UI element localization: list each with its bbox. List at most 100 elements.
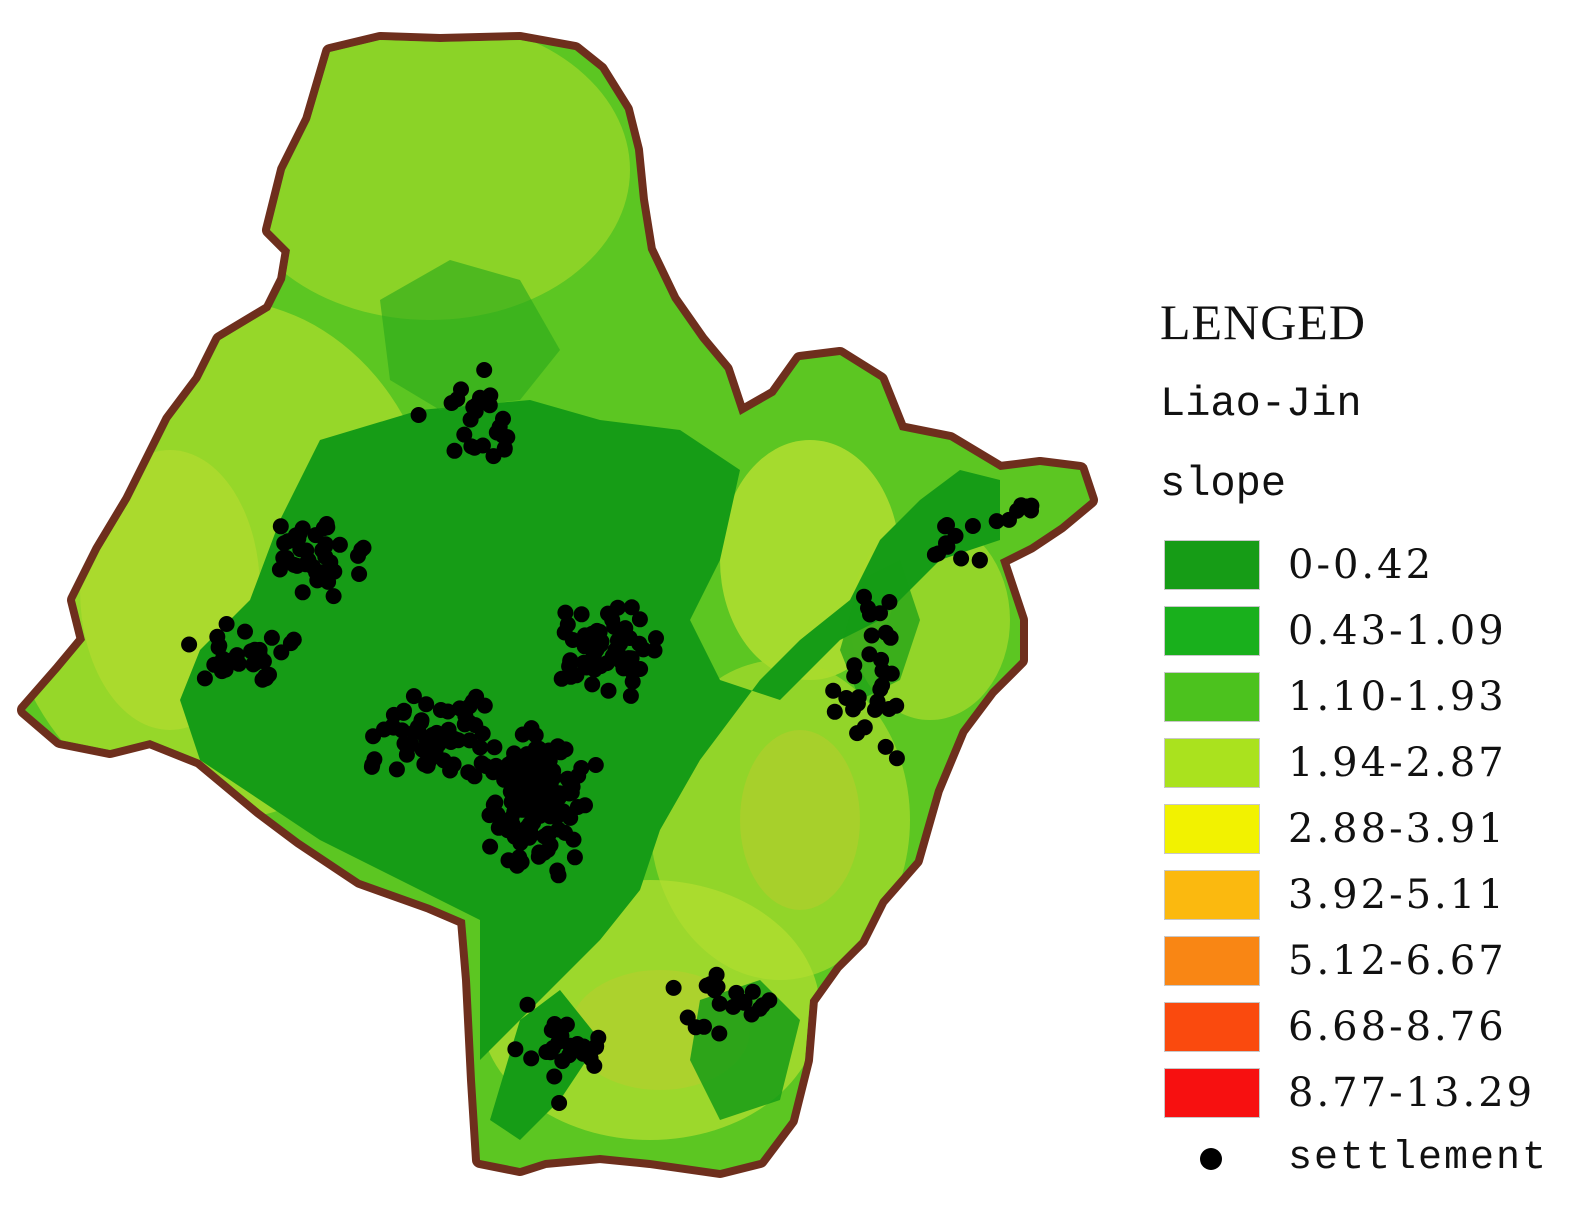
settlement-point bbox=[530, 848, 547, 865]
legend-settlement-row: settlement bbox=[1160, 1126, 1570, 1192]
settlement-point bbox=[604, 611, 621, 628]
settlement-point bbox=[237, 623, 253, 640]
settlement-point bbox=[744, 983, 761, 1000]
settlement-point bbox=[549, 862, 566, 879]
settlement-point bbox=[498, 765, 515, 782]
legend-class-row: 5.12-6.67 bbox=[1160, 928, 1570, 994]
legend-swatch bbox=[1164, 672, 1260, 722]
settlement-point bbox=[325, 588, 342, 605]
settlement-point bbox=[482, 387, 499, 404]
settlement-point bbox=[318, 516, 335, 532]
settlement-point bbox=[517, 754, 534, 771]
settlement-point bbox=[351, 566, 368, 582]
legend-swatch bbox=[1164, 738, 1260, 788]
settlement-point bbox=[557, 741, 574, 758]
settlement-point bbox=[453, 381, 469, 398]
settlement-point bbox=[263, 629, 280, 646]
settlement-point bbox=[589, 657, 606, 674]
settlement-point bbox=[665, 979, 682, 996]
settlement-point bbox=[953, 550, 970, 567]
settlement-point bbox=[499, 429, 516, 446]
settlement-point bbox=[300, 553, 317, 569]
legend-classes: 0-0.42 0.43-1.09 1.10-1.93 1.94-2.87 2.88-3.… bbox=[1160, 532, 1570, 1126]
settlement-point bbox=[711, 995, 728, 1012]
settlement-points bbox=[181, 362, 1040, 1111]
settlement-point bbox=[460, 764, 477, 781]
settlement-point bbox=[405, 688, 422, 705]
settlement-point bbox=[711, 1025, 728, 1042]
legend-class-row: 8.77-13.29 bbox=[1160, 1060, 1570, 1126]
settlement-point bbox=[486, 739, 503, 756]
legend-swatch bbox=[1164, 1068, 1260, 1118]
legend-class-label: 1.94-2.87 bbox=[1288, 740, 1507, 786]
settlement-point bbox=[856, 588, 872, 605]
settlement-point bbox=[631, 635, 648, 652]
legend-class-label: 1.10-1.93 bbox=[1288, 674, 1507, 720]
legend: LENGED Liao-Jin slope 0-0.42 0.43-1.09 1.1… bbox=[1160, 290, 1570, 1192]
legend-settlement-label: settlement bbox=[1288, 1136, 1549, 1181]
settlement-point bbox=[877, 738, 894, 755]
settlement-point bbox=[445, 756, 462, 773]
slope-map bbox=[17, 32, 1098, 1178]
settlement-point bbox=[496, 441, 513, 458]
settlement-point bbox=[1023, 497, 1040, 514]
settlement-point bbox=[883, 665, 900, 682]
legend-swatch bbox=[1164, 540, 1260, 590]
legend-class-row: 1.94-2.87 bbox=[1160, 730, 1570, 796]
settlement-point bbox=[861, 646, 878, 663]
settlement-point bbox=[838, 690, 855, 706]
settlement-point bbox=[863, 627, 880, 644]
legend-region: Liao-Jin bbox=[1160, 380, 1362, 428]
settlement-point bbox=[331, 536, 348, 553]
settlement-point bbox=[461, 732, 478, 749]
legend-layer: slope bbox=[1160, 460, 1287, 508]
legend-class-row: 0.43-1.09 bbox=[1160, 598, 1570, 664]
settlement-point bbox=[988, 513, 1005, 530]
settlement-point bbox=[257, 668, 274, 685]
legend-swatch bbox=[1164, 1002, 1260, 1052]
settlement-point bbox=[466, 439, 483, 456]
settlement-point bbox=[632, 661, 649, 677]
settlement-point bbox=[513, 854, 530, 871]
legend-class-label: 0-0.42 bbox=[1288, 542, 1435, 588]
legend-class-row: 0-0.42 bbox=[1160, 532, 1570, 598]
settlement-point bbox=[881, 594, 898, 610]
settlement-point bbox=[519, 795, 536, 811]
legend-swatch bbox=[1164, 606, 1260, 656]
legend-class-label: 2.88-3.91 bbox=[1288, 806, 1507, 852]
settlement-point bbox=[825, 682, 842, 699]
settlement-point bbox=[554, 1053, 571, 1070]
settlement-point bbox=[869, 693, 886, 710]
settlement-point bbox=[446, 442, 463, 459]
settlement-point bbox=[550, 821, 567, 838]
settlement-point bbox=[874, 677, 891, 694]
settlement-point bbox=[736, 994, 753, 1011]
settlement-dot-icon bbox=[1200, 1148, 1222, 1170]
settlement-point bbox=[418, 696, 435, 713]
settlement-point bbox=[826, 703, 843, 720]
settlement-point bbox=[761, 992, 778, 1009]
settlement-point bbox=[872, 605, 888, 622]
settlement-point bbox=[881, 701, 897, 717]
settlement-point bbox=[385, 706, 402, 723]
settlement-point bbox=[476, 697, 493, 714]
settlement-point bbox=[590, 1029, 607, 1046]
settlement-point bbox=[877, 624, 894, 641]
legend-title: LENGED bbox=[1160, 294, 1366, 350]
settlement-point bbox=[285, 631, 302, 648]
settlement-point bbox=[181, 636, 198, 653]
settlement-point bbox=[600, 682, 617, 699]
settlement-point bbox=[546, 1068, 563, 1085]
settlement-point bbox=[211, 637, 228, 654]
settlement-point bbox=[388, 761, 405, 778]
settlement-point bbox=[485, 796, 502, 813]
settlement-point bbox=[317, 538, 334, 555]
settlement-point bbox=[424, 727, 441, 743]
settlement-point bbox=[709, 978, 726, 995]
settlement-point bbox=[427, 744, 444, 761]
settlement-point bbox=[648, 630, 664, 647]
settlement-point bbox=[964, 518, 981, 534]
settlement-point bbox=[248, 648, 264, 665]
legend-class-row: 6.68-8.76 bbox=[1160, 994, 1570, 1060]
settlement-point bbox=[1009, 502, 1026, 519]
